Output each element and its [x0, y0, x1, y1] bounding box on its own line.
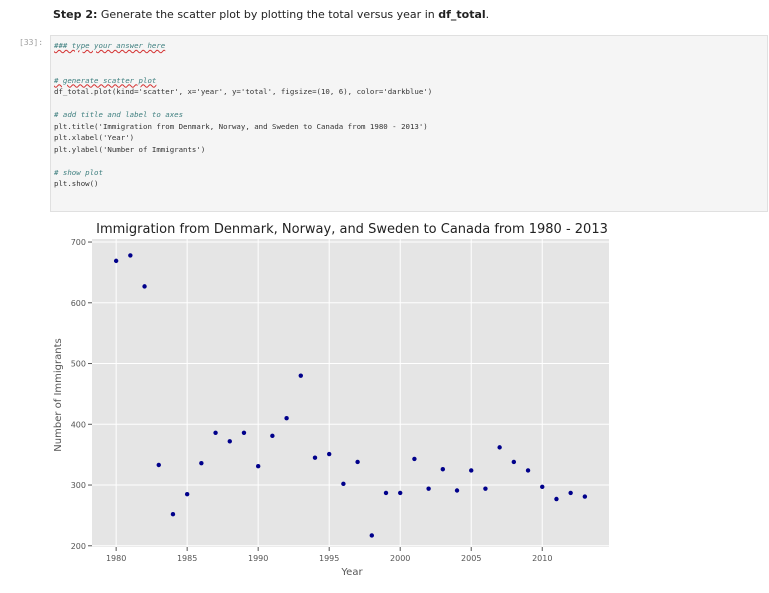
data-point — [511, 459, 517, 465]
y-tick-label: 300 — [71, 481, 86, 490]
step-text-after: . — [485, 8, 490, 21]
x-tick-label: 1990 — [248, 554, 268, 563]
data-point — [454, 488, 460, 493]
data-point — [326, 451, 332, 457]
step-text-before: Generate the scatter plot by plotting th… — [97, 8, 439, 21]
data-point — [483, 486, 488, 491]
data-point — [398, 490, 403, 496]
step-label: Step 2: — [53, 8, 98, 21]
y-axis-label: Number of Immigrants — [53, 338, 64, 451]
step-bold-term: df_total — [438, 8, 486, 21]
data-point — [426, 486, 431, 491]
step-instruction: Step 2: Generate the scatter plot by plo… — [53, 8, 489, 21]
data-point — [227, 439, 232, 444]
plot-background — [92, 239, 609, 547]
data-point — [341, 481, 346, 487]
data-point — [170, 511, 176, 517]
data-point — [298, 373, 303, 378]
code-line: # generate scatter plot — [54, 75, 157, 85]
data-point — [355, 459, 360, 465]
y-tick-label: 700 — [71, 238, 86, 247]
code-editor[interactable]: ### type your answer here # generate scat… — [54, 40, 432, 190]
data-point — [369, 533, 375, 538]
data-point — [270, 433, 275, 439]
x-tick-label: 2010 — [532, 554, 552, 563]
x-tick-label: 1995 — [319, 554, 339, 563]
scatter-chart: Immigration from Denmark, Norway, and Sw… — [53, 222, 609, 578]
data-point — [540, 484, 545, 490]
data-point — [412, 456, 417, 462]
x-axis-label: Year — [340, 567, 363, 578]
cell-prompt: [33]: — [19, 38, 44, 47]
code-line — [54, 155, 432, 167]
code-line: # show plot — [54, 167, 103, 177]
chart-title: Immigration from Denmark, Norway, and Sw… — [96, 222, 608, 237]
data-point — [554, 496, 559, 502]
data-point — [199, 460, 204, 466]
data-point — [113, 258, 119, 264]
data-point — [440, 467, 446, 472]
code-line: plt.show() — [54, 179, 99, 188]
data-point — [255, 464, 261, 469]
data-point — [128, 253, 133, 258]
data-point — [312, 455, 318, 460]
code-line — [54, 52, 432, 64]
y-tick-label: 200 — [71, 542, 86, 551]
data-point — [525, 468, 531, 473]
data-point — [469, 468, 474, 473]
code-line: plt.xlabel('Year') — [54, 133, 135, 142]
y-tick-label: 400 — [71, 420, 86, 429]
x-tick-label: 2000 — [390, 554, 410, 563]
x-tick-label: 2005 — [461, 554, 481, 563]
code-line — [54, 63, 432, 75]
y-tick-label: 600 — [71, 299, 86, 308]
data-point — [142, 284, 147, 289]
data-point — [213, 430, 218, 435]
data-point — [184, 491, 190, 497]
data-point — [582, 494, 588, 499]
data-point — [156, 462, 161, 468]
x-tick-label: 1985 — [177, 554, 197, 563]
x-tick-label: 1980 — [106, 554, 126, 563]
data-point — [284, 416, 289, 421]
chart-output: Immigration from Denmark, Norway, and Sw… — [40, 215, 630, 588]
code-line: df_total.plot(kind='scatter', x='year', … — [54, 87, 433, 96]
data-point — [568, 490, 573, 496]
code-line: plt.ylabel('Number of Immigrants') — [54, 144, 206, 154]
data-point — [497, 445, 502, 450]
data-point — [383, 490, 389, 496]
code-cell[interactable]: ### type your answer here # generate scat… — [50, 35, 768, 212]
data-point — [241, 430, 247, 435]
code-line: ### type your answer here — [54, 41, 166, 50]
code-line — [54, 98, 432, 110]
y-tick-label: 500 — [71, 360, 86, 369]
code-line: # add title and label to axes — [54, 110, 184, 119]
code-line: plt.title('Immigration from Denmark, Nor… — [54, 121, 428, 131]
